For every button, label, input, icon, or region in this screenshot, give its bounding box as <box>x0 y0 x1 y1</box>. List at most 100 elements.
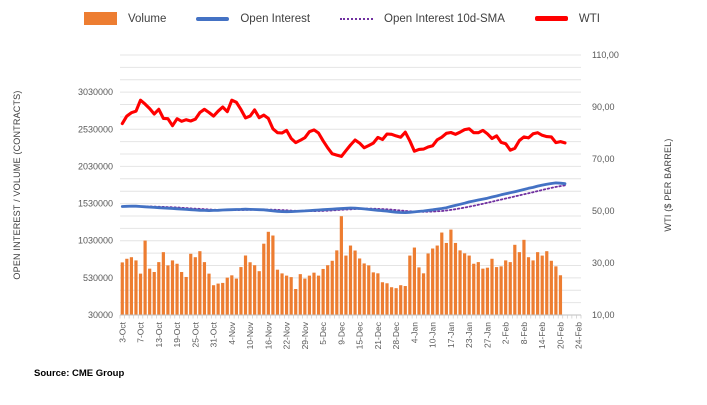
volume-bar <box>380 282 385 315</box>
volume-bar <box>426 253 430 315</box>
volume-bar <box>549 260 553 315</box>
volume-bar <box>540 255 544 315</box>
left-axis-tick-label: 3030000 <box>78 87 113 97</box>
volume-bar <box>367 265 371 315</box>
volume-bar <box>120 262 124 315</box>
volume-bar <box>138 273 143 315</box>
legend-label-open-interest: Open Interest <box>240 12 311 25</box>
x-axis-date-label: 10-Nov <box>245 321 255 349</box>
volume-bar <box>189 253 193 315</box>
volume-bar <box>526 257 531 315</box>
volume-bar <box>435 245 439 315</box>
volume-bar <box>234 278 238 315</box>
x-axis-date-label: 23-Jan <box>464 322 474 348</box>
volume-bar <box>362 263 366 315</box>
left-axis-tick-label: 1030000 <box>78 236 113 246</box>
volume-bar <box>184 276 188 315</box>
legend-item-wti: WTI <box>534 13 600 25</box>
volume-bar <box>494 267 499 315</box>
volume-bar <box>326 265 330 315</box>
volume-bar <box>275 269 280 315</box>
x-axis-date-label: 7-Oct <box>136 321 146 342</box>
volume-bar <box>284 275 289 315</box>
volume-bar <box>485 267 490 315</box>
volume-bar <box>262 243 266 315</box>
volume-bar <box>399 285 403 315</box>
volume-bar <box>412 247 417 315</box>
right-axis-tick-label: 30,00 <box>592 258 615 268</box>
volume-bar <box>303 278 307 315</box>
volume-bar <box>330 260 334 315</box>
volume-bar <box>348 245 353 315</box>
x-axis <box>119 314 582 319</box>
volume-bar <box>440 232 444 315</box>
volume-bar <box>490 258 494 315</box>
right-axis-tick-label: 50,00 <box>592 206 615 216</box>
wti-line <box>120 98 567 158</box>
left-axis-tick-label: 2030000 <box>78 161 113 171</box>
volume-bar <box>417 267 421 315</box>
volume-bar <box>389 287 394 315</box>
open-interest-line <box>120 181 567 215</box>
source-note: Source: CME Group <box>34 368 125 379</box>
x-axis-date-label: 29-Nov <box>300 321 310 349</box>
volume-bar <box>207 273 211 315</box>
legend: Volume Open Interest Open Interest 10d-S… <box>84 12 600 25</box>
x-axis-date-label: 22-Nov <box>282 321 292 349</box>
x-axis-date-label: 8-Feb <box>519 322 529 344</box>
volume-bar <box>152 271 156 315</box>
volume-bar <box>271 235 275 315</box>
left-axis-tick-label: 30000 <box>88 310 113 320</box>
x-axis-date-label: 24-Feb <box>574 322 584 349</box>
right-axis-tick-label: 90,00 <box>592 102 615 112</box>
volume-bar <box>257 271 261 315</box>
volume-bar <box>157 262 161 315</box>
volume-bar <box>522 239 526 315</box>
volume-bar <box>513 244 517 315</box>
volume-bar <box>394 288 398 315</box>
volume-bar <box>230 275 234 315</box>
volume-bar <box>129 257 134 315</box>
volume-bar <box>125 258 129 315</box>
x-axis-date-label: 13-Oct <box>154 321 164 347</box>
volume-bar <box>444 242 448 315</box>
x-axis-date-label: 19-Oct <box>172 321 182 347</box>
volume-bar <box>170 260 175 315</box>
volume-bar <box>143 240 147 315</box>
volume-bar <box>248 262 252 315</box>
volume-bar <box>481 268 485 315</box>
x-axis-date-label: 25-Oct <box>190 321 200 347</box>
volume-bar <box>463 253 467 315</box>
volume-bar <box>453 242 458 315</box>
volume-bar <box>221 282 225 315</box>
volume-bar <box>193 257 197 315</box>
volume-bar <box>243 255 248 315</box>
x-axis-date-label: 9-Dec <box>336 321 346 344</box>
volume-bar <box>458 250 462 315</box>
legend-item-volume: Volume <box>84 12 166 25</box>
left-axis-tick-label: 530000 <box>83 273 113 283</box>
left-axis-tick-label: 1530000 <box>78 199 113 209</box>
volume-bar <box>321 268 325 315</box>
volume-bar <box>161 252 165 315</box>
right-axis-tick-label: 10,00 <box>592 310 615 320</box>
volume-bar <box>467 255 471 315</box>
x-axis-date-label: 17-Jan <box>446 322 456 348</box>
volume-bar <box>431 248 435 315</box>
volume-bar <box>421 273 426 315</box>
x-axis-date-label: 5-Dec <box>318 321 328 344</box>
x-axis-date-label: 27-Jan <box>482 322 492 348</box>
volume-bar <box>180 271 184 315</box>
x-axis-date-label: 10-Jan <box>428 322 438 348</box>
volume-bar <box>307 275 312 315</box>
volume-bar <box>148 268 152 315</box>
volume-bar <box>536 252 540 315</box>
x-axis-labels: 3-Oct 7-Oct 13-Oct 19-Oct 25-Oct 31-Oct 4-Nov 1… <box>117 321 583 349</box>
volume-bar <box>266 231 270 315</box>
x-axis-date-label: 3-Oct <box>117 321 127 342</box>
volume-bar <box>558 275 563 315</box>
volume-bar <box>216 283 220 315</box>
volume-bar <box>408 255 412 315</box>
volume-bar <box>403 286 407 315</box>
